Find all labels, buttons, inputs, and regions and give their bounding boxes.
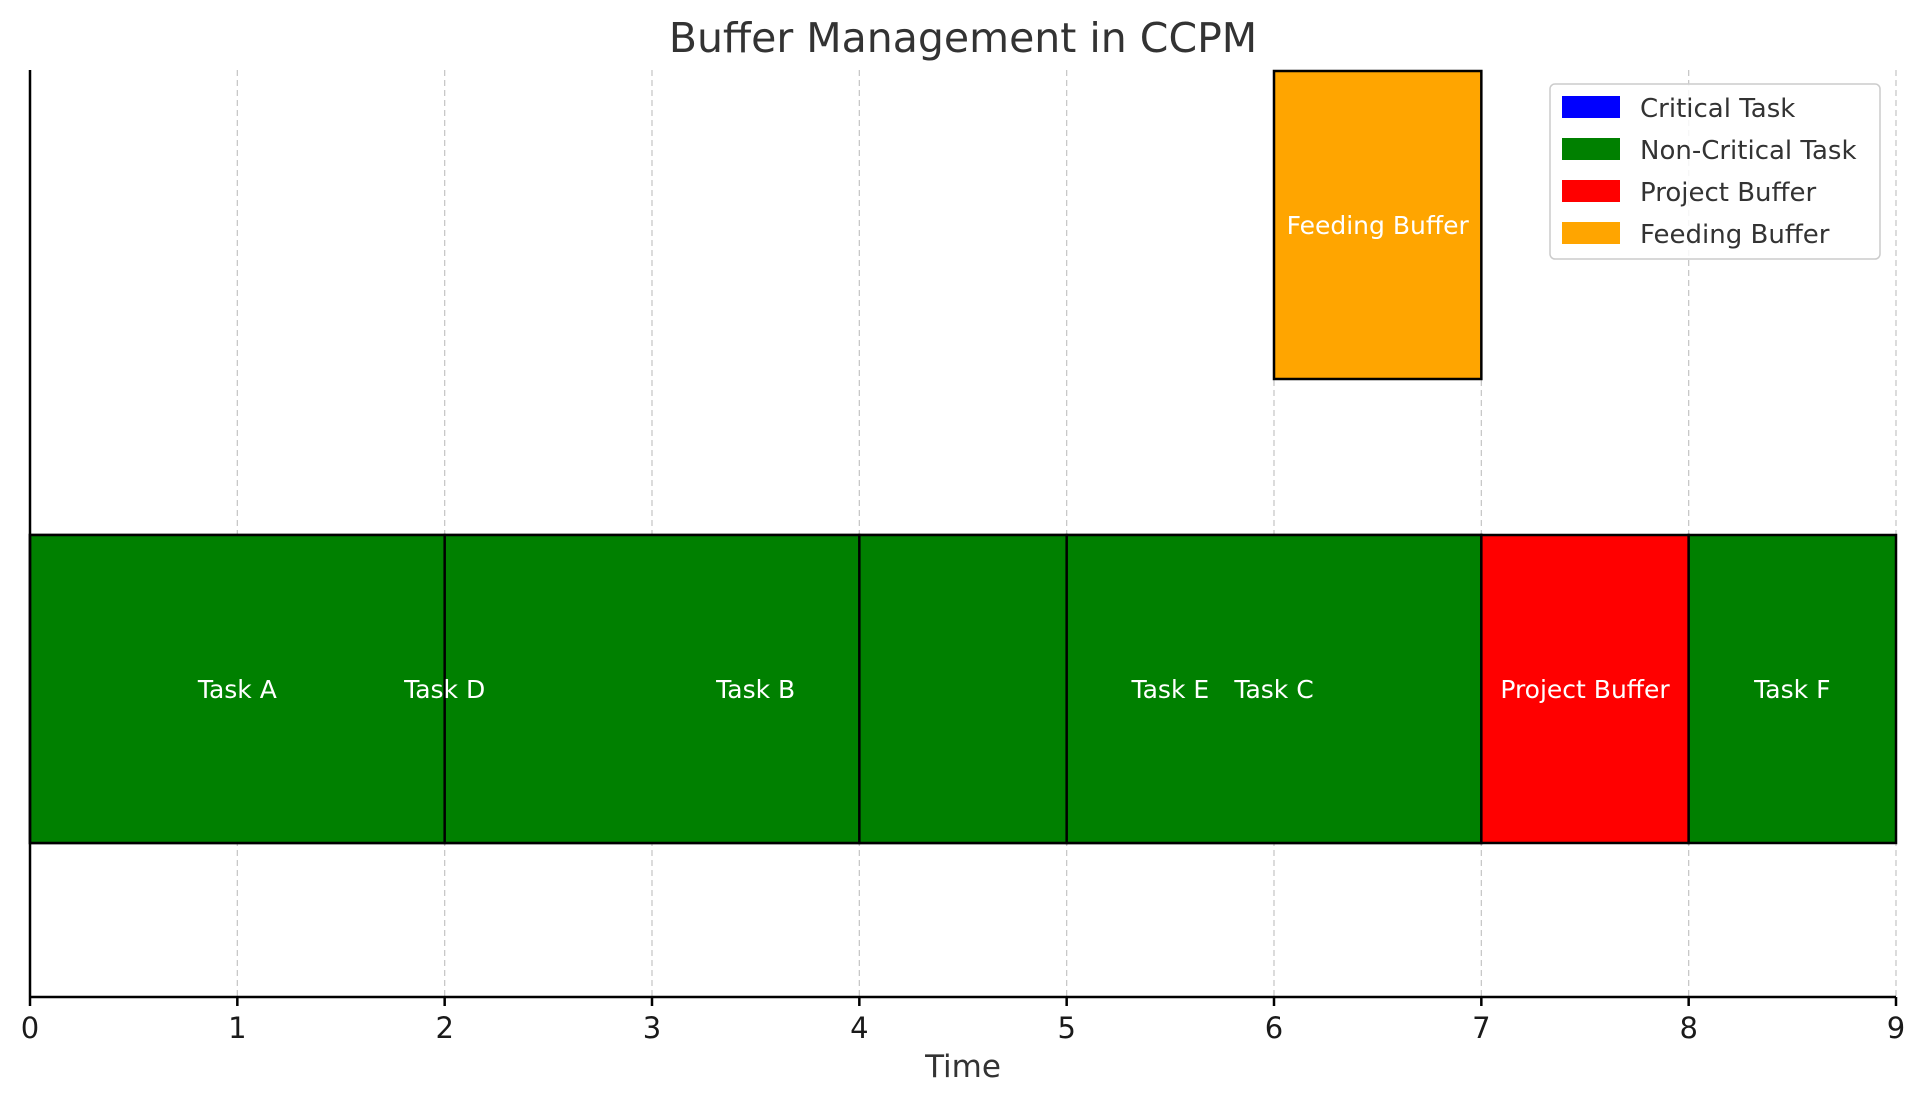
bar-feeding-buffer <box>1272 69 1483 381</box>
x-axis-label: Time <box>924 1049 1001 1085</box>
bar-label-task-a: Task A <box>197 675 277 704</box>
legend-swatch-feeding-buffer <box>1562 222 1620 244</box>
legend-label-critical-task: Critical Task <box>1640 94 1795 124</box>
legend-swatch-critical-task <box>1562 96 1620 118</box>
bar-labels: Task A Task D Task B Task E Task C Project Bu… <box>197 211 1831 704</box>
x-tick-label-8: 8 <box>1679 1011 1697 1045</box>
legend-label-project-buffer: Project Buffer <box>1640 178 1816 208</box>
bar-task-c <box>1065 533 1483 845</box>
bar-label-task-d: Task D <box>403 675 485 704</box>
legend-swatch-project-buffer <box>1562 180 1620 202</box>
legend-label-non-critical-task: Non-Critical Task <box>1640 136 1857 166</box>
bar-label-project-buffer: Project Buffer <box>1500 675 1670 704</box>
x-tick-label-6: 6 <box>1265 1011 1283 1045</box>
x-tick-label-1: 1 <box>228 1011 246 1045</box>
legend: Critical Task Non-Critical Task Project Bu… <box>1549 83 1881 260</box>
x-tick-label-3: 3 <box>643 1011 661 1045</box>
x-tick-label-7: 7 <box>1472 1011 1490 1045</box>
legend-label-feeding-buffer: Feeding Buffer <box>1640 220 1830 250</box>
bar-label-task-f: Task F <box>1753 675 1830 704</box>
bar-label-task-c: Task C <box>1233 675 1313 704</box>
x-tick-label-0: 0 <box>21 1011 39 1045</box>
bar-task-f <box>1687 533 1898 845</box>
x-tick-label-9: 9 <box>1887 1011 1905 1045</box>
x-tick-label-4: 4 <box>850 1011 868 1045</box>
legend-swatch-non-critical-task <box>1562 138 1620 160</box>
x-tick-label-5: 5 <box>1057 1011 1075 1045</box>
legend-frame <box>1549 83 1881 260</box>
bar-label-feeding-buffer: Feeding Buffer <box>1287 211 1470 240</box>
x-axis-ticks: 0 1 2 3 4 5 6 7 8 9 <box>21 997 1905 1045</box>
bars <box>28 69 1898 845</box>
axes <box>28 70 1896 999</box>
bar-project-buffer <box>1480 533 1690 845</box>
x-tick-label-2: 2 <box>435 1011 453 1045</box>
chart-title: Buffer Management in CCPM <box>669 14 1257 62</box>
bar-label-task-b: Task B <box>715 675 795 704</box>
bar-label-task-e: Task E <box>1130 675 1209 704</box>
